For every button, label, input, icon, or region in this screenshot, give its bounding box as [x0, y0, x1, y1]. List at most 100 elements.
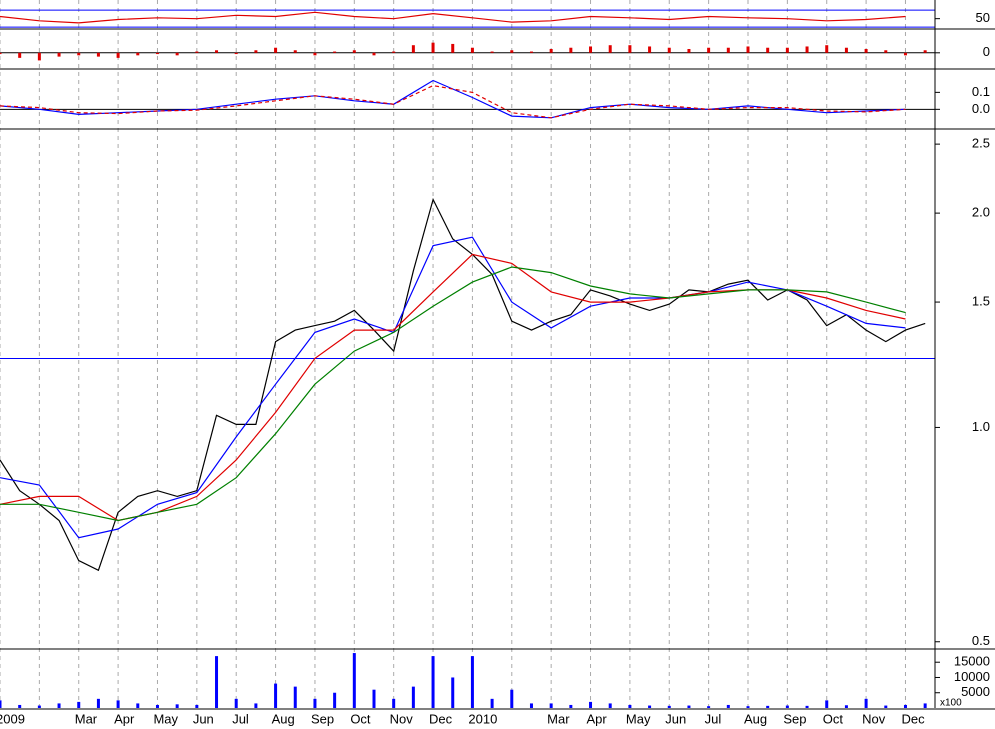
x-tick-label: Nov	[390, 711, 414, 726]
bar	[923, 703, 927, 708]
bar	[352, 653, 356, 708]
bar	[825, 45, 829, 53]
x-tick-label: Sep	[783, 711, 806, 726]
unit-label: x100	[940, 698, 962, 709]
bar	[549, 703, 553, 708]
bar	[549, 49, 553, 53]
y-tick-label: 1.0	[972, 419, 990, 434]
x-tick-label: Jul	[232, 711, 249, 726]
bar	[57, 703, 61, 708]
bar	[77, 701, 81, 708]
x-tick-label: Oct	[823, 711, 844, 726]
bar	[470, 656, 474, 708]
bar	[411, 45, 415, 53]
bar	[510, 689, 514, 708]
x-tick-label: Dec	[429, 711, 453, 726]
bar	[490, 698, 494, 708]
bar	[372, 689, 376, 708]
y-tick-label: 2.5	[972, 136, 990, 151]
bar	[333, 692, 337, 708]
x-tick-label: Jun	[665, 711, 686, 726]
bar	[628, 704, 632, 708]
bar	[136, 52, 140, 56]
line	[0, 266, 906, 522]
bar	[490, 51, 494, 53]
x-tick-label: May	[626, 711, 651, 726]
bar	[726, 47, 730, 53]
bar	[293, 686, 297, 708]
y-tick-label: 2.0	[972, 205, 990, 220]
bar	[785, 47, 789, 53]
bar	[215, 50, 219, 53]
line	[0, 79, 906, 119]
x-tick-label: May	[153, 711, 178, 726]
bar	[884, 50, 888, 53]
bar	[254, 50, 258, 53]
bar	[215, 656, 219, 708]
bar	[844, 47, 848, 53]
bar	[136, 703, 140, 708]
bar	[923, 50, 927, 53]
bar	[903, 704, 907, 708]
bar	[825, 700, 829, 708]
bar	[726, 704, 730, 708]
bar	[77, 52, 81, 56]
bar	[510, 50, 514, 53]
bar	[411, 686, 415, 708]
y-tick-label: 0.0	[972, 101, 990, 116]
x-tick-label: Jul	[705, 711, 722, 726]
bar	[903, 52, 907, 56]
x-tick-label: Jun	[193, 711, 214, 726]
bar	[234, 52, 238, 55]
bar	[667, 47, 671, 53]
bar	[766, 705, 770, 708]
bar	[648, 705, 652, 708]
bar	[667, 705, 671, 708]
y-tick-label: 1.5	[972, 294, 990, 309]
bar	[195, 51, 199, 53]
bar	[608, 703, 612, 708]
bar	[18, 704, 22, 708]
bar	[687, 49, 691, 53]
y-tick-label: 0.5	[972, 633, 990, 648]
bar	[116, 52, 120, 58]
bar	[175, 704, 179, 708]
bar	[746, 706, 750, 708]
bar	[785, 705, 789, 708]
bar	[844, 705, 848, 708]
y-tick-label: 0	[983, 44, 990, 59]
bar	[195, 704, 199, 708]
x-tick-label: Oct	[350, 711, 371, 726]
bar	[293, 50, 297, 53]
bar	[274, 683, 278, 708]
bar	[175, 52, 179, 56]
bar	[884, 705, 888, 708]
bar	[746, 46, 750, 53]
x-tick-label: 2009	[0, 711, 25, 726]
x-tick-label: Nov	[862, 711, 886, 726]
bar	[18, 52, 22, 58]
bar	[116, 700, 120, 708]
bar	[864, 698, 868, 708]
bar	[96, 698, 100, 708]
bar	[392, 51, 396, 53]
bar	[431, 42, 435, 53]
line	[0, 236, 906, 539]
bar	[0, 700, 2, 708]
bar	[392, 698, 396, 708]
bar	[96, 52, 100, 57]
bar	[569, 704, 573, 708]
bar	[274, 47, 278, 53]
bar	[687, 705, 691, 708]
bar	[313, 698, 317, 708]
bar	[254, 703, 258, 708]
bar	[37, 52, 41, 61]
bar	[0, 52, 2, 55]
bar	[372, 52, 376, 56]
x-tick-label: Aug	[744, 711, 767, 726]
x-tick-label: Apr	[114, 711, 135, 726]
x-tick-label: Sep	[311, 711, 334, 726]
